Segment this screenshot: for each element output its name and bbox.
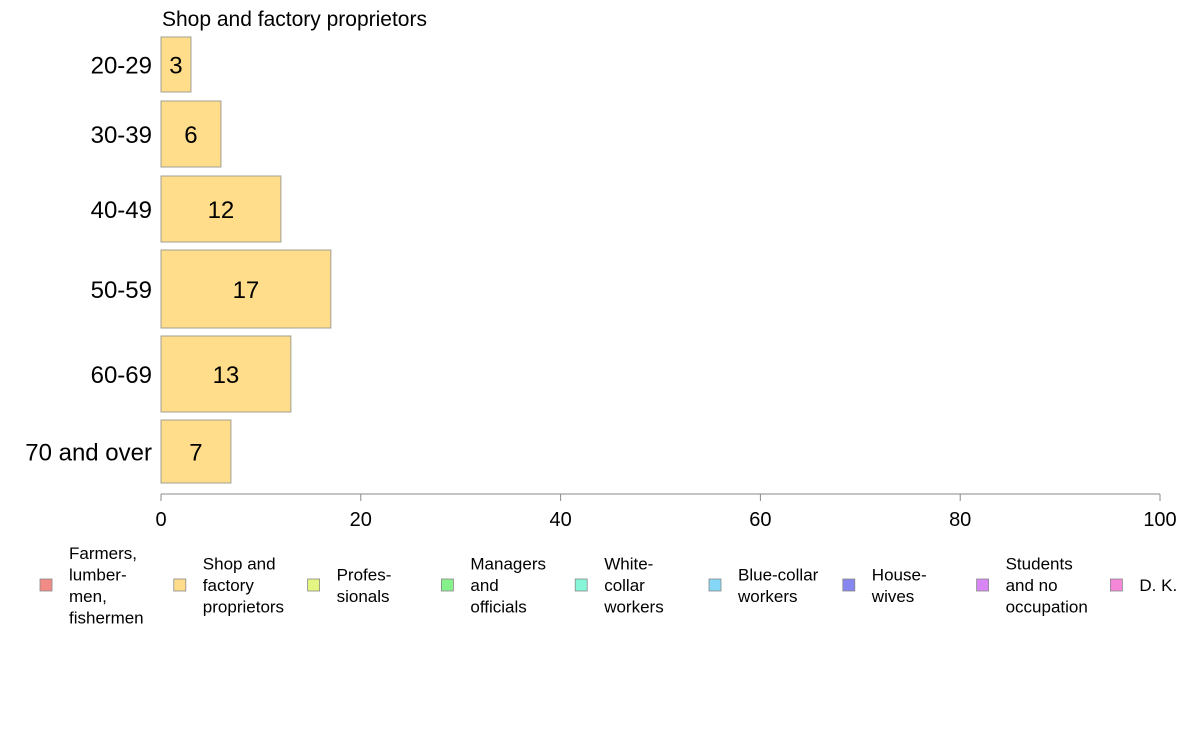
bar-20-29 [160,36,192,93]
bar-70-and-over [160,419,232,484]
bar-value-label: 17 [233,277,260,304]
legend-label: D. K. [1139,576,1177,595]
bar-30-39 [160,100,222,168]
x-tick-label: 20 [350,509,372,531]
category-label: 20-29 [91,53,152,80]
category-label: 70 and over [25,440,152,467]
x-tick-label: 80 [949,509,971,531]
legend-swatch [842,578,856,592]
x-axis: 0 20 40 60 80 100 [155,493,1177,531]
bar-value-label: 7 [189,440,202,467]
x-tick-label: 40 [549,509,571,531]
bars-group: 3 20-29 6 30-39 12 40-49 17 50-59 13 60-69 7 70 and… [25,36,332,484]
legend-label: Farmers, lumber-men, fishermen [69,544,144,628]
bar-value-label: 6 [184,122,197,149]
legend-label: House-wives [871,565,927,606]
legend-label: Blue-collar workers [737,565,819,606]
category-label: 60-69 [91,362,152,389]
bar-40-49 [160,175,282,243]
legend-swatch [1110,578,1123,592]
bar-value-label: 13 [213,362,240,389]
legend-swatch [39,578,53,592]
category-label: 40-49 [91,197,152,224]
legend-swatch [976,578,989,592]
legend-label: Students and no occupation [1006,555,1088,617]
chart-title: Shop and factory proprietors [162,8,427,31]
legend-swatch [574,578,588,592]
category-label: 50-59 [91,277,152,304]
legend-label: White-collar workers [603,555,664,617]
bar-50-59 [160,249,332,329]
bar-value-label: 12 [208,197,235,224]
legend-swatch [708,578,722,592]
legend-swatch [307,578,321,592]
legend-label: Profes-sionals [337,565,392,606]
legend-label: Shop and factory proprietors [203,555,284,617]
bar-value-label: 3 [169,53,182,80]
x-tick-label: 60 [749,509,771,531]
x-tick-label: 100 [1143,509,1176,531]
legend-swatch [173,578,187,592]
x-tick-label: 0 [155,509,166,531]
legend: Farmers, lumber-men, fishermen Shop and fact… [39,544,1177,628]
category-label: 30-39 [91,122,152,149]
bar-60-69 [160,335,292,413]
legend-label: Managers and officials [470,555,546,617]
legend-swatch [440,578,454,592]
